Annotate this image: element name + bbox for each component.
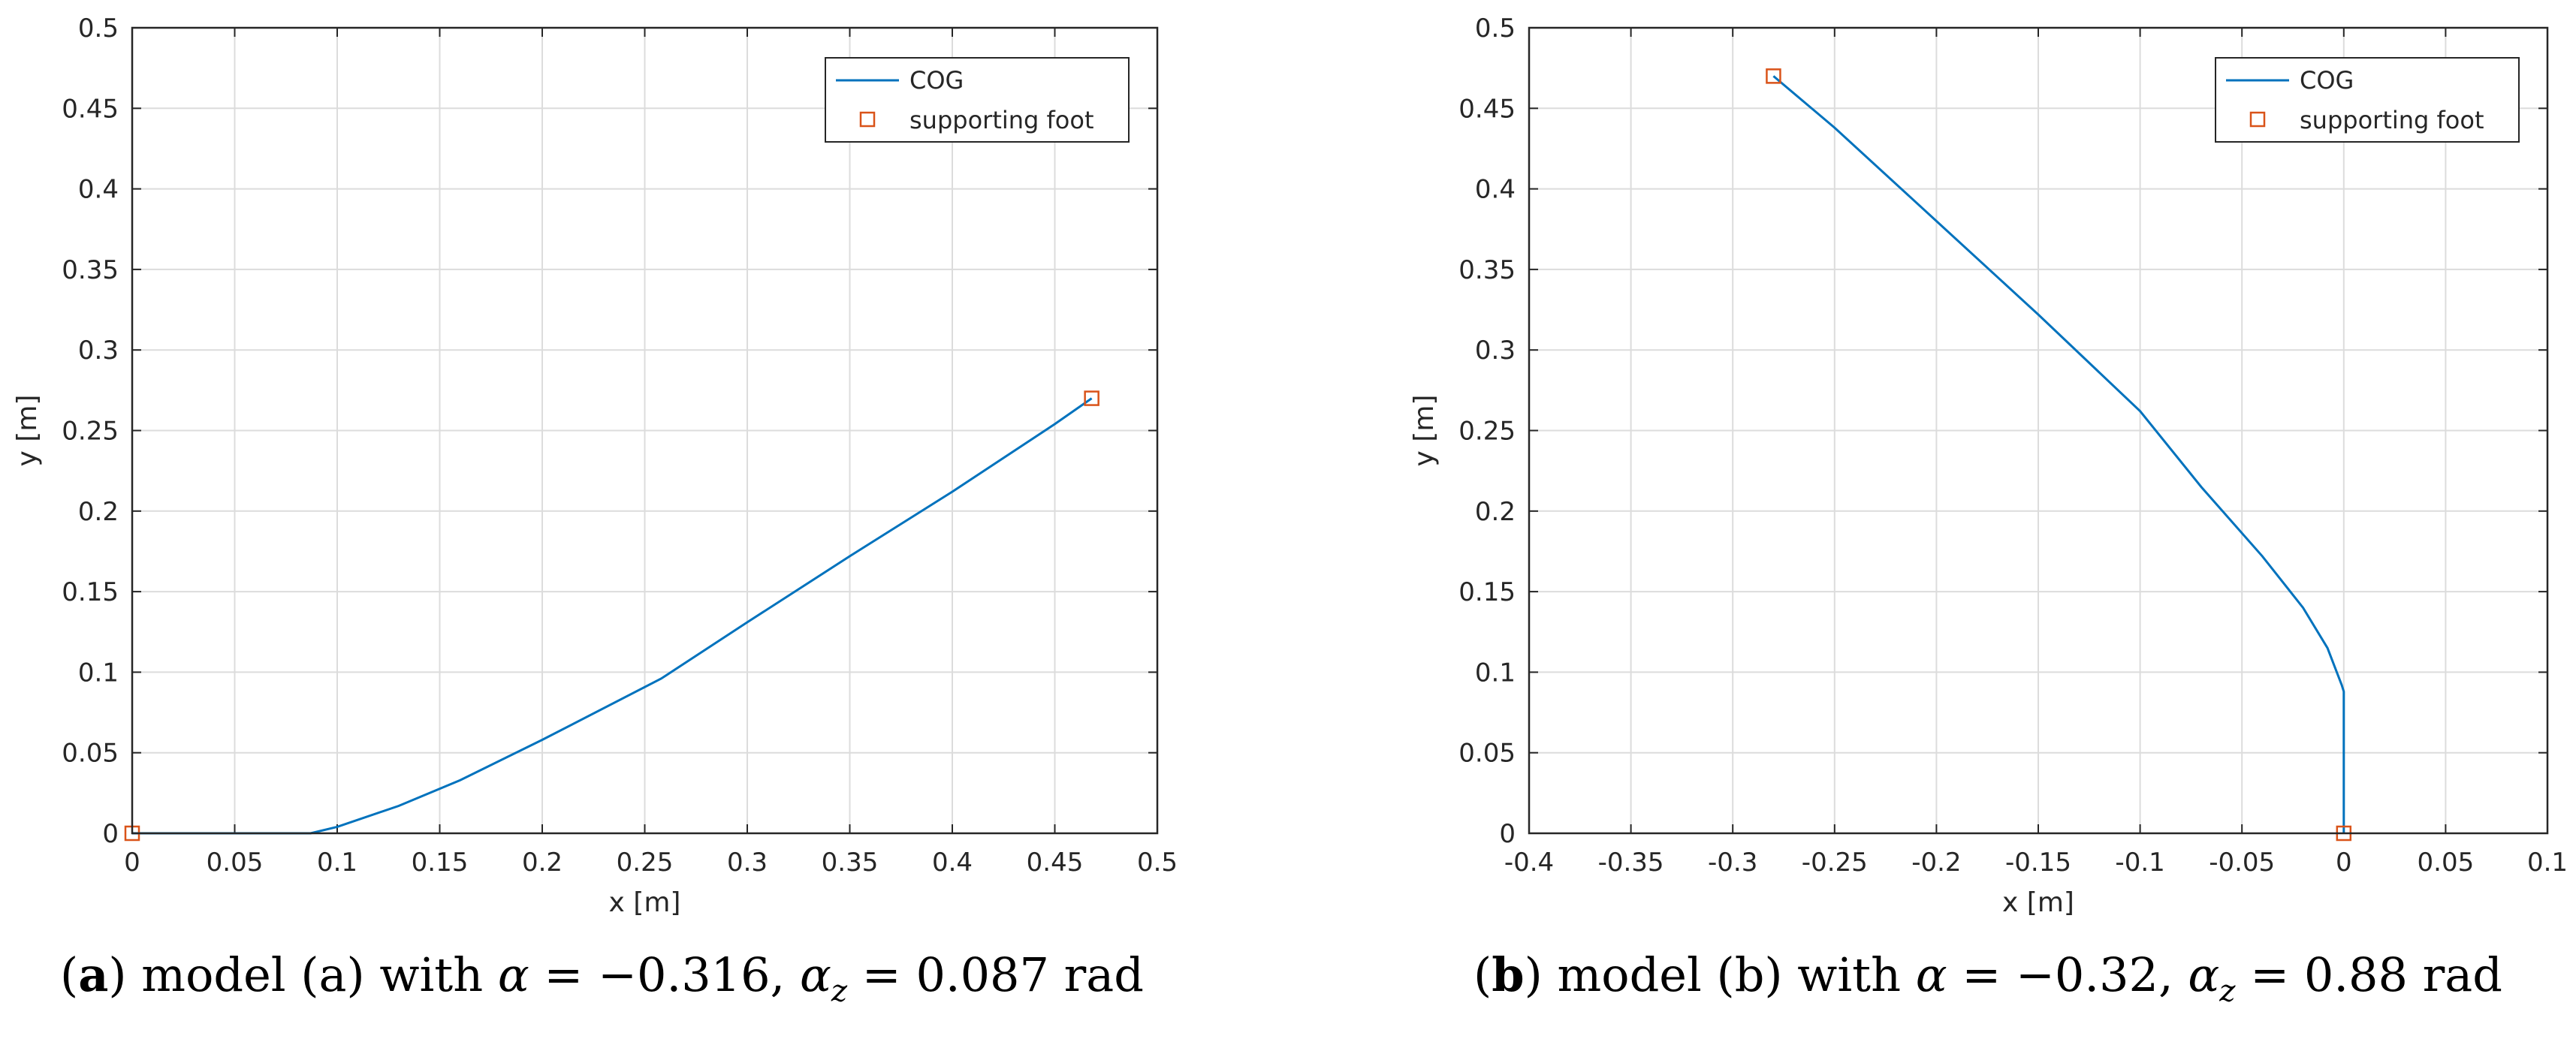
panel-b-xtick-label-0: -0.4 — [1504, 848, 1554, 878]
panel-a-ytick-label-7: 0.35 — [62, 255, 119, 285]
panel-a: 0 0.05 0.1 0.15 0.2 0.25 0.3 0.35 0.4 0.45 0.5 0 0.0… — [12, 14, 1178, 918]
panel-b-foot-marker-0 — [1766, 68, 1781, 84]
panel-b-xtick-label-10: 0.1 — [2527, 848, 2568, 878]
panel-a-legend-foot-label: supporting foot — [909, 106, 1093, 134]
panel-a-xtick-label-8: 0.4 — [932, 848, 973, 878]
caption-b-label: b — [1492, 947, 1525, 1002]
panel-b-legend-box — [2215, 57, 2520, 143]
caption-a-unit: rad — [1063, 947, 1144, 1002]
panel-b-xtick-label-2: -0.3 — [1708, 848, 1757, 878]
panel-b-legend: COG supporting foot — [2215, 57, 2520, 143]
panel-a-ytick-label-3: 0.15 — [62, 577, 119, 607]
panel-a-ytick-label-5: 0.25 — [62, 417, 119, 447]
panel-b-ytick-label-4: 0.2 — [1475, 497, 1516, 527]
panel-a-xtick-label-5: 0.25 — [617, 848, 674, 878]
panel-b-ytick-label-1: 0.05 — [1458, 739, 1516, 769]
panel-b-ylabel: y [m] — [1409, 395, 1440, 467]
panel-b-legend-foot-label: supporting foot — [2300, 106, 2484, 134]
panel-b-ytick-label-2: 0.1 — [1475, 658, 1516, 688]
panel-b-xtick-label-6: -0.1 — [2115, 848, 2164, 878]
panel-b-ytick-label-3: 0.15 — [1458, 577, 1516, 607]
panel-b-xtick-label-9: 0.05 — [2418, 848, 2475, 878]
panel-a-xtick-label-2: 0.1 — [317, 848, 357, 878]
panel-a-xtick-label-1: 0.05 — [207, 848, 264, 878]
panel-b-xtick-label-1: -0.35 — [1598, 848, 1664, 878]
panel-a-ytick-label-4: 0.2 — [78, 497, 119, 527]
panel-b-xlabel: x [m] — [2002, 887, 2074, 918]
panel-a-xtick-label-7: 0.35 — [822, 848, 879, 878]
caption-b-alpha: −0.32 — [2015, 947, 2158, 1002]
panel-a-ytick-label-0: 0 — [102, 819, 119, 849]
panel-b-legend-foot-swatch — [2249, 111, 2266, 128]
panel-a-legend-foot-swatch — [859, 111, 876, 128]
panel-a-axes-frame — [131, 26, 1159, 835]
caption-a-label: a — [78, 947, 109, 1002]
caption-a-text: model (a) with — [126, 947, 498, 1002]
caption-a-alpha-z: 0.087 — [915, 947, 1049, 1002]
panel-a-xlabel: x [m] — [609, 887, 681, 918]
panel-a-foot-marker-1 — [1084, 390, 1099, 406]
panel-b-axes-frame — [1528, 26, 2549, 835]
panel-a-ytick-label-1: 0.05 — [62, 739, 119, 769]
panel-b-ytick-label-8: 0.4 — [1475, 175, 1516, 205]
panel-a-xtick-label-4: 0.2 — [522, 848, 563, 878]
panel-a-series-cog-line — [132, 397, 1093, 835]
caption-b-text: model (b) with — [1542, 947, 1916, 1002]
panel-b-xtick-label-5: -0.15 — [2005, 848, 2071, 878]
panel-b-ytick-label-10: 0.5 — [1475, 14, 1516, 44]
caption-a-alpha: −0.316 — [598, 947, 771, 1002]
panel-b-series-cog-line — [1772, 75, 2345, 833]
panel-b: -0.4 -0.35 -0.3 -0.25 -0.2 -0.15 -0.1 -0.05 0 0.0… — [1409, 14, 2568, 918]
panel-a-xtick-label-0: 0 — [124, 848, 140, 878]
panel-b-ytick-label-7: 0.35 — [1458, 255, 1516, 285]
panel-a-ytick-label-10: 0.5 — [78, 14, 119, 44]
panel-a-ytick-label-8: 0.4 — [78, 175, 119, 205]
panel-b-xtick-label-7: -0.05 — [2209, 848, 2275, 878]
panel-a-legend-box — [825, 57, 1130, 143]
panel-b-ytick-label-0: 0 — [1499, 819, 1516, 849]
panel-a-xtick-label-10: 0.5 — [1137, 848, 1178, 878]
panel-b-xtick-label-3: -0.25 — [1802, 848, 1868, 878]
panel-a-ytick-label-9: 0.45 — [62, 94, 119, 124]
panel-b-ytick-label-9: 0.45 — [1458, 94, 1516, 124]
panel-a-ytick-label-6: 0.3 — [78, 336, 119, 366]
caption-a: (a) model (a) with α = −0.316, αz = 0.08… — [60, 947, 1144, 1009]
panel-a-xtick-label-3: 0.15 — [412, 848, 469, 878]
panel-a-ylabel: y [m] — [12, 395, 43, 467]
panel-a-legend-cog-label: COG — [909, 66, 964, 95]
panel-a-xtick-label-6: 0.3 — [727, 848, 768, 878]
caption-b-alpha-z: 0.88 — [2303, 947, 2408, 1002]
panel-a-ytick-label-2: 0.1 — [78, 658, 119, 688]
caption-b: (b) model (b) with α = −0.32, αz = 0.88 … — [1474, 947, 2502, 1009]
panel-b-ytick-label-5: 0.25 — [1458, 417, 1516, 447]
panel-a-xtick-label-9: 0.45 — [1027, 848, 1084, 878]
panel-b-legend-cog-label: COG — [2300, 66, 2354, 95]
panel-b-xtick-label-4: -0.2 — [1911, 848, 1961, 878]
panel-a-legend: COG supporting foot — [825, 57, 1130, 143]
figure: 0 0.05 0.1 0.15 0.2 0.25 0.3 0.35 0.4 0.45 0.5 0 0.0… — [12, 14, 2568, 918]
panel-b-ytick-label-6: 0.3 — [1475, 336, 1516, 366]
panel-b-xtick-label-8: 0 — [2336, 848, 2352, 878]
caption-b-unit: rad — [2422, 947, 2502, 1002]
